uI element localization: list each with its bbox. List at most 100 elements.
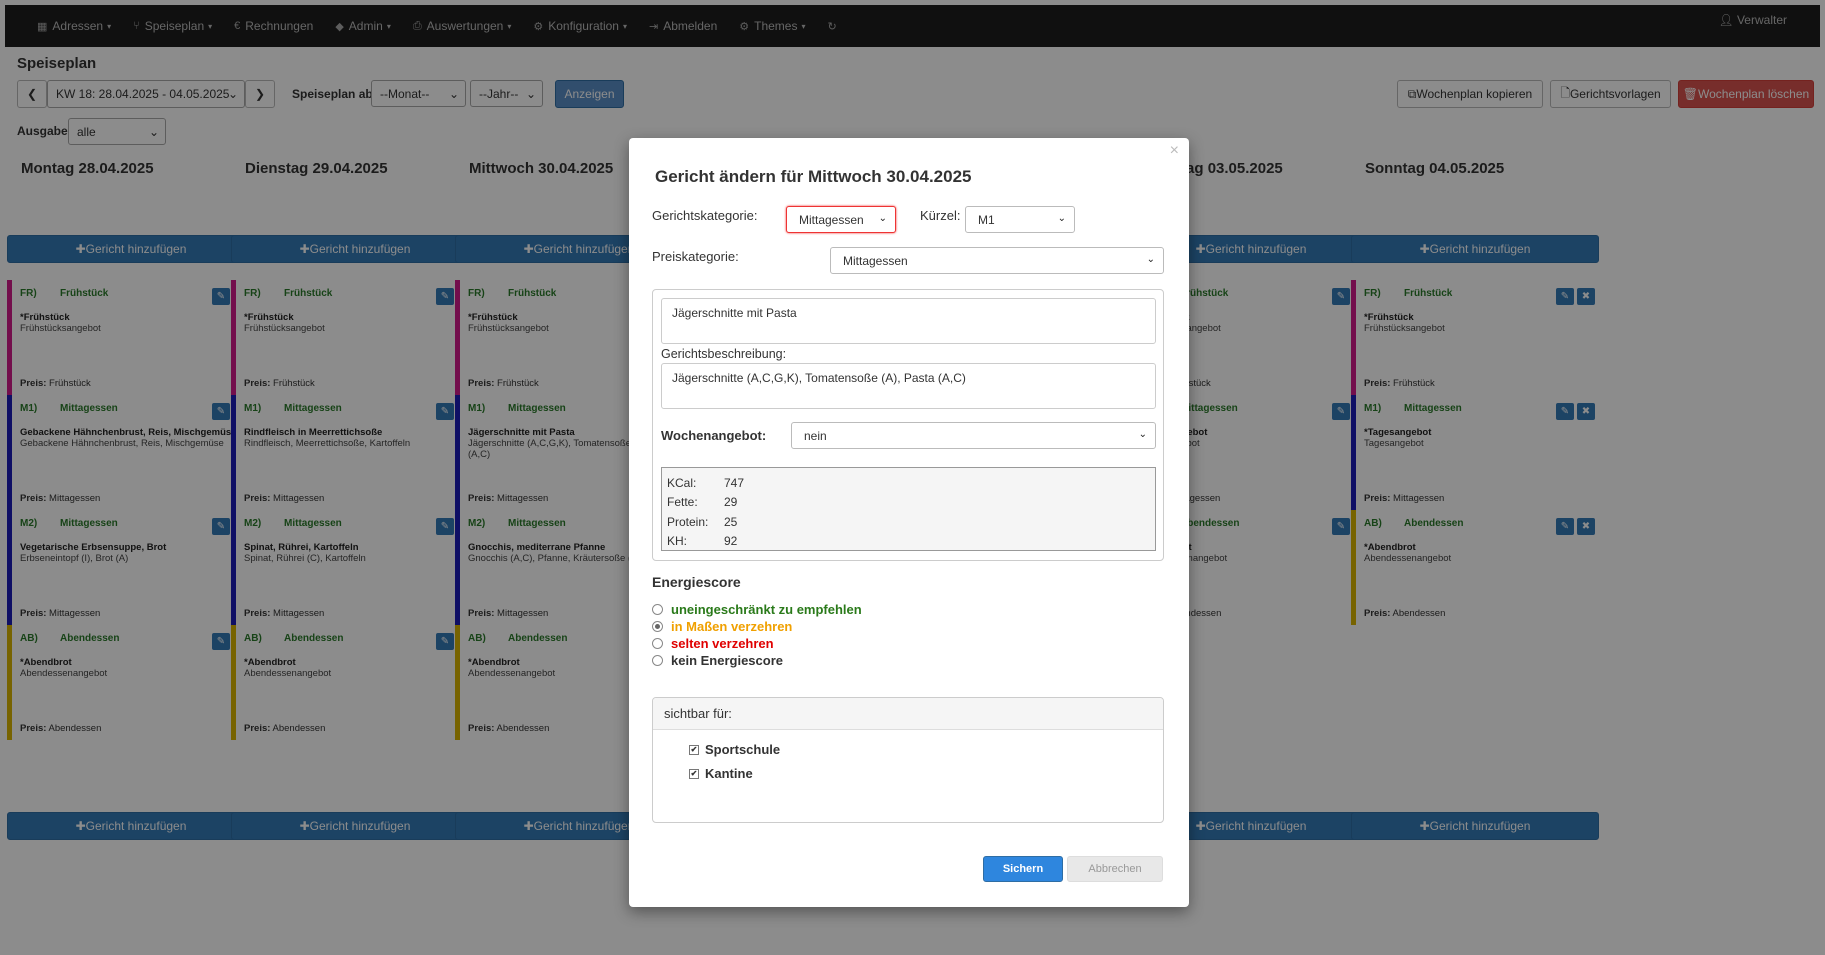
radio-button[interactable] bbox=[652, 621, 663, 632]
nav-item-speiseplan[interactable]: ⑂ Speiseplan ▾ bbox=[133, 19, 212, 33]
sichtbar-option[interactable]: ✔ Kantine bbox=[689, 766, 753, 781]
kategorie-select[interactable]: Mittagessen ⌄ bbox=[786, 206, 896, 233]
radio-button[interactable] bbox=[652, 655, 663, 666]
dish-header: M1) Mittagessen bbox=[20, 403, 251, 414]
add-dish-button[interactable]: ✚ Gericht hinzufügen bbox=[7, 235, 255, 263]
edit-pencil-icon[interactable]: ✎ bbox=[1556, 288, 1574, 305]
dish-code: M1) bbox=[468, 403, 486, 414]
plus-icon: ✚ bbox=[1195, 242, 1206, 256]
dish-actions: ✎✖ bbox=[1556, 288, 1595, 305]
sichtbar-option[interactable]: ✔ Sportschule bbox=[689, 742, 780, 757]
checkbox[interactable]: ✔ bbox=[689, 768, 699, 779]
trash-icon: 🗑︎ bbox=[1682, 87, 1699, 101]
plus-icon: ✚ bbox=[299, 819, 310, 833]
dish-name: *Frühstück bbox=[244, 312, 294, 323]
add-dish-button[interactable]: ✚ Gericht hinzufügen bbox=[231, 812, 479, 840]
preis-label: Preis: bbox=[244, 608, 271, 619]
preis-value: Mittagessen bbox=[49, 608, 101, 619]
nutrition-key: KH: bbox=[667, 534, 688, 549]
nav-item-abmelden[interactable]: ⇥ Abmelden bbox=[649, 19, 717, 33]
dish-name: Jägerschnitte mit Pasta bbox=[468, 427, 575, 438]
preis-label: Preis: bbox=[1364, 608, 1391, 619]
delete-week-button[interactable]: 🗑︎ Wochenplan löschen bbox=[1678, 80, 1814, 108]
energiescore-option[interactable]: in Maßen verzehren bbox=[652, 619, 792, 634]
checkbox[interactable]: ✔ bbox=[689, 744, 699, 755]
dish-category: Abendessen bbox=[60, 633, 120, 644]
nutrition-key: Protein: bbox=[667, 514, 709, 529]
plus-icon: ✚ bbox=[1419, 819, 1430, 833]
edit-pencil-icon[interactable]: ✎ bbox=[212, 518, 230, 535]
add-dish-button[interactable]: ✚ Gericht hinzufügen bbox=[1351, 812, 1599, 840]
preiskategorie-select[interactable]: Mittagessen ⌄ bbox=[830, 247, 1164, 274]
radio-button[interactable] bbox=[652, 638, 663, 649]
copy-week-button[interactable]: ⧉ Wochenplan kopieren bbox=[1397, 80, 1543, 108]
edit-pencil-icon[interactable]: ✎ bbox=[436, 403, 454, 420]
nav-item-admin[interactable]: ◆ Admin ▾ bbox=[335, 19, 391, 33]
dish-header: FR) Frühstück bbox=[244, 288, 475, 299]
delete-x-icon[interactable]: ✖ bbox=[1577, 288, 1595, 305]
radio-button[interactable] bbox=[652, 604, 663, 615]
beschreibung-input[interactable]: Jägerschnitte (A,C,G,K), Tomatensoße (A)… bbox=[661, 363, 1156, 409]
dish-category: Frühstück bbox=[1404, 288, 1453, 299]
preis-label: Preis: bbox=[244, 723, 271, 734]
edit-pencil-icon[interactable]: ✎ bbox=[212, 403, 230, 420]
edit-pencil-icon[interactable]: ✎ bbox=[436, 288, 454, 305]
nav-item-adressen[interactable]: ▦ Adressen ▾ bbox=[37, 19, 111, 33]
dish-header: FR) Frühstück bbox=[1364, 288, 1595, 299]
edit-pencil-icon[interactable]: ✎ bbox=[1556, 403, 1574, 420]
page-title: Speiseplan bbox=[17, 55, 97, 72]
templates-button[interactable]: 🗋︎ Gerichtsvorlagen bbox=[1550, 80, 1671, 108]
preis-label: Preis: bbox=[20, 608, 47, 619]
cancel-button[interactable]: Abbrechen bbox=[1067, 856, 1163, 882]
chevron-left-icon: ❮ bbox=[26, 87, 38, 101]
edit-pencil-icon[interactable]: ✎ bbox=[212, 288, 230, 305]
dish-name-input[interactable]: Jägerschnitte mit Pasta bbox=[661, 298, 1156, 344]
edit-pencil-icon[interactable]: ✎ bbox=[1332, 288, 1350, 305]
dish-category: Mittagessen bbox=[60, 403, 118, 414]
edit-pencil-icon[interactable]: ✎ bbox=[436, 518, 454, 535]
plus-icon: ✚ bbox=[75, 242, 86, 256]
edit-pencil-icon[interactable]: ✎ bbox=[1332, 518, 1350, 535]
week-select[interactable]: KW 18: 28.04.2025 - 04.05.2025 ⌄ bbox=[47, 80, 245, 108]
save-button[interactable]: Sichern bbox=[983, 856, 1063, 882]
show-button[interactable]: Anzeigen bbox=[555, 80, 624, 108]
next-week-button[interactable]: ❯ bbox=[245, 80, 275, 108]
ausgabe-select[interactable]: alle ⌄ bbox=[68, 118, 166, 145]
kuerzel-select[interactable]: M1 ⌄ bbox=[965, 206, 1075, 233]
add-dish-button[interactable]: ✚ Gericht hinzufügen bbox=[231, 235, 479, 263]
dish-name: *Frühstück bbox=[468, 312, 518, 323]
dish-description: Rindfleisch, Meerrettichsoße, Kartoffeln bbox=[244, 438, 411, 449]
nutrition-value: 747 bbox=[724, 475, 745, 490]
add-dish-label: Gericht hinzufügen bbox=[85, 819, 187, 833]
copy-icon: ⧉ bbox=[1407, 86, 1417, 101]
edit-pencil-icon[interactable]: ✎ bbox=[436, 633, 454, 650]
close-icon[interactable]: × bbox=[1169, 142, 1179, 159]
dish-code: FR) bbox=[468, 288, 485, 299]
nav-item-refresh[interactable]: ↻ bbox=[828, 20, 842, 33]
nav-item-auswertungen[interactable]: ⎙ Auswertungen ▾ bbox=[413, 19, 512, 33]
nutrition-value: 92 bbox=[724, 534, 738, 549]
energiescore-option[interactable]: uneingeschränkt zu empfehlen bbox=[652, 602, 862, 617]
nav-item-konfiguration[interactable]: ⚙ Konfiguration ▾ bbox=[533, 19, 627, 33]
edit-pencil-icon[interactable]: ✎ bbox=[212, 633, 230, 650]
delete-x-icon[interactable]: ✖ bbox=[1577, 518, 1595, 535]
energiescore-option[interactable]: kein Energiescore bbox=[652, 653, 783, 668]
add-dish-button[interactable]: ✚ Gericht hinzufügen bbox=[7, 812, 255, 840]
year-select[interactable]: --Jahr-- ⌄ bbox=[470, 80, 543, 107]
dish-code: M1) bbox=[1364, 403, 1382, 414]
edit-pencil-icon[interactable]: ✎ bbox=[1332, 403, 1350, 420]
user-menu[interactable]: 👤︎ Verwalter bbox=[1718, 13, 1787, 27]
add-dish-button[interactable]: ✚ Gericht hinzufügen bbox=[1351, 235, 1599, 263]
edit-pencil-icon[interactable]: ✎ bbox=[1556, 518, 1574, 535]
chevron-down-icon: ⌄ bbox=[448, 86, 459, 101]
nav-item-themes[interactable]: ⚙ Themes ▾ bbox=[739, 19, 805, 33]
prev-week-button[interactable]: ❮ bbox=[17, 80, 47, 108]
energiescore-option[interactable]: selten verzehren bbox=[652, 636, 774, 651]
wochenangebot-select[interactable]: nein ⌄ bbox=[791, 422, 1156, 449]
delete-x-icon[interactable]: ✖ bbox=[1577, 403, 1595, 420]
nav-item-rechnungen[interactable]: € Rechnungen bbox=[234, 19, 313, 33]
dish-header: M1) Mittagessen bbox=[1364, 403, 1595, 414]
month-select[interactable]: --Monat-- ⌄ bbox=[371, 80, 466, 107]
kategorie-label: Gerichtskategorie: bbox=[652, 208, 758, 223]
